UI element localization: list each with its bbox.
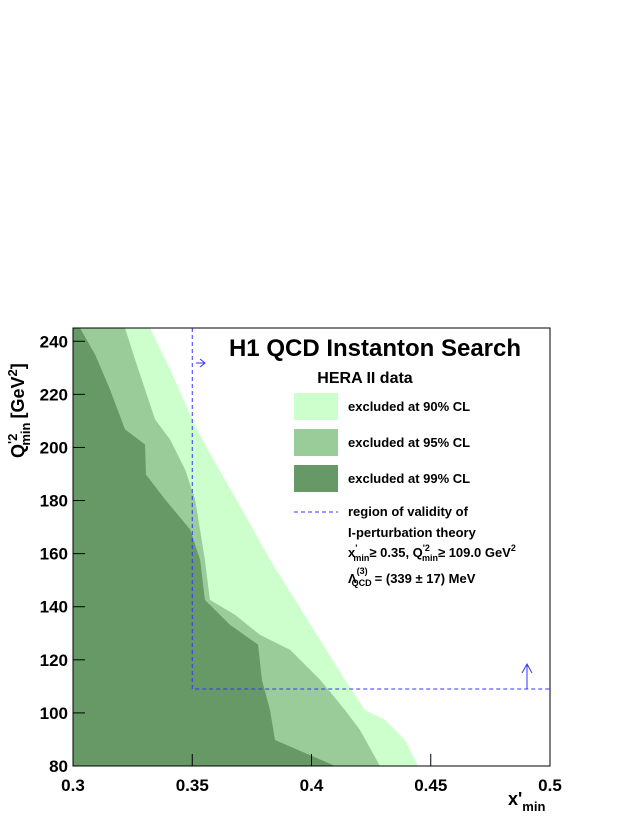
x-tick-label: 0.5 [538,776,562,795]
legend-swatch [294,393,338,420]
x-axis-label: x'min [508,789,545,814]
note-part: min [353,553,369,563]
y-tick-label: 120 [40,651,68,670]
exclusion-region [73,328,336,766]
legend-swatch [294,465,338,492]
label-part: x' [508,789,522,809]
note-part: 2 [511,543,516,553]
note-part: '2 [423,543,430,553]
y-tick-label: 140 [40,598,68,617]
label-part: [GeV [8,377,28,419]
y-tick-label: 100 [40,704,68,723]
validity-arrow [521,662,533,689]
legend-swatch [294,429,338,456]
legend-label: excluded at 90% CL [348,399,470,414]
x-tick-label: 0.4 [300,776,324,795]
y-tick-label: 220 [40,385,68,404]
note-part: (3) [357,566,368,576]
label-part: '2 [5,434,20,444]
note-part: ≥ 109.0 GeV [438,545,511,560]
note-part: x [348,545,356,560]
plot-area [73,328,550,766]
y-tick-label: 200 [40,438,68,457]
x-tick-label: 0.45 [414,776,447,795]
y-axis-label: Q'2min [GeV2] [5,363,33,458]
legend-label: excluded at 99% CL [348,471,470,486]
validity-line [191,328,550,690]
label-part: min [18,422,33,445]
x-tick-label: 0.35 [176,776,209,795]
validity-note: Λ(3) QCD = (339 ± 17) MeV [348,566,476,588]
validity-arrow [196,358,206,368]
note-part: ' [355,543,357,553]
note-part: ≥ 0.35, Q [369,545,422,560]
note-part: Λ [348,571,357,586]
label-part: min [522,799,545,814]
legend-label: region of validity of [348,504,469,519]
y-tick-label: 160 [40,545,68,564]
y-tick-label: 180 [40,492,68,511]
chart-subtitle: HERA II data [317,370,413,387]
note-part: min [422,553,438,563]
chart-title: H1 QCD Instanton Search [229,335,521,362]
y-tick-label: 80 [49,757,68,776]
validity-note: I-perturbation theory [348,525,477,540]
legend: excluded at 90% CL excluded at 95% CL excl… [294,393,470,519]
note-part: QCD [352,578,373,588]
label-part: Q [8,444,28,458]
validity-note: x' min≥ 0.35, Q'2 min≥ 109.0 GeV2 [348,543,516,563]
y-tick-label: 240 [40,332,68,351]
x-tick-label: 0.3 [61,776,85,795]
note-part: = (339 ± 17) MeV [375,571,476,586]
label-part: 2 [5,369,20,376]
label-part: ] [8,363,28,369]
legend-label: excluded at 95% CL [348,435,470,450]
